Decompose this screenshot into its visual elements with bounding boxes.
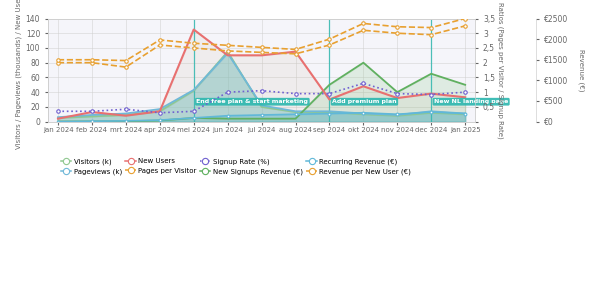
Text: New NL landing page: New NL landing page <box>434 99 508 104</box>
Y-axis label: Ratios (Pages per Visitor / Signup Rate): Ratios (Pages per Visitor / Signup Rate) <box>497 2 503 138</box>
Y-axis label: Visitors / Pageviews (thousands) / New Users: Visitors / Pageviews (thousands) / New U… <box>15 0 22 149</box>
Text: End free plan & start marketing: End free plan & start marketing <box>196 99 308 104</box>
Legend: Visitors (k), Pageviews (k), New Users, Pages per Visitor, Signup Rate (%), New : Visitors (k), Pageviews (k), New Users, … <box>61 158 411 175</box>
Y-axis label: Revenue (€): Revenue (€) <box>578 49 585 91</box>
Text: Add premium plan: Add premium plan <box>332 99 397 104</box>
